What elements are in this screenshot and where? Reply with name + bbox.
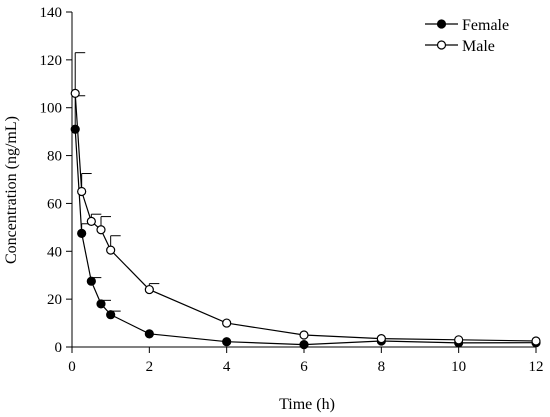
error-bars bbox=[74, 52, 160, 315]
data-point-male bbox=[376, 334, 386, 344]
legend-marker-female bbox=[436, 19, 447, 29]
data-point-female bbox=[144, 329, 154, 339]
y-tick-label: 60 bbox=[47, 196, 62, 212]
data-points bbox=[70, 88, 541, 350]
axes bbox=[66, 11, 537, 353]
x-tick-label: 6 bbox=[300, 359, 308, 375]
data-point-male bbox=[70, 88, 80, 98]
legend-label-female: Female bbox=[462, 17, 509, 34]
data-point-female bbox=[70, 124, 80, 134]
y-tick-label: 0 bbox=[55, 340, 63, 356]
y-tick-label: 100 bbox=[40, 101, 63, 117]
legend-label-male: Male bbox=[462, 38, 495, 55]
x-tick-label: 0 bbox=[68, 359, 76, 375]
data-point-male bbox=[222, 318, 232, 328]
data-point-male bbox=[96, 225, 106, 235]
x-tick-label: 2 bbox=[146, 359, 154, 375]
legend-item-male: Male bbox=[425, 38, 495, 55]
data-point-male bbox=[299, 330, 309, 340]
legend-marker-male bbox=[436, 40, 447, 50]
x-tick-label: 8 bbox=[378, 359, 386, 375]
legend: Female Male bbox=[425, 17, 509, 55]
data-point-male bbox=[86, 216, 96, 226]
x-axis-title: Time (h) bbox=[279, 396, 335, 413]
y-axis-title: Concentration (ng/mL) bbox=[3, 116, 20, 264]
data-point-male bbox=[106, 245, 116, 255]
tick-labels: 0 20 40 60 80 100 120 140 0 2 4 6 8 10 12 bbox=[40, 5, 544, 375]
data-point-male bbox=[531, 336, 541, 346]
x-tick-label: 10 bbox=[451, 359, 466, 375]
x-tick-label: 4 bbox=[223, 359, 231, 375]
data-point-female bbox=[86, 276, 96, 286]
y-tick-label: 40 bbox=[47, 244, 62, 260]
data-point-female bbox=[299, 340, 309, 350]
y-tick-label: 80 bbox=[47, 149, 62, 165]
data-point-male bbox=[144, 284, 154, 295]
legend-item-female: Female bbox=[425, 17, 509, 34]
series-lines bbox=[74, 93, 537, 346]
y-tick-label: 140 bbox=[40, 5, 63, 21]
series-line-female bbox=[74, 129, 537, 346]
data-point-male bbox=[454, 335, 464, 345]
data-point-female bbox=[222, 337, 232, 347]
data-point-female bbox=[106, 310, 116, 320]
data-point-female bbox=[96, 299, 106, 309]
series-line-male bbox=[74, 93, 537, 342]
data-point-female bbox=[77, 228, 87, 238]
x-tick-label: 12 bbox=[529, 359, 544, 375]
y-tick-label: 120 bbox=[40, 53, 63, 69]
data-point-male bbox=[77, 186, 87, 197]
y-tick-label: 20 bbox=[47, 292, 62, 308]
